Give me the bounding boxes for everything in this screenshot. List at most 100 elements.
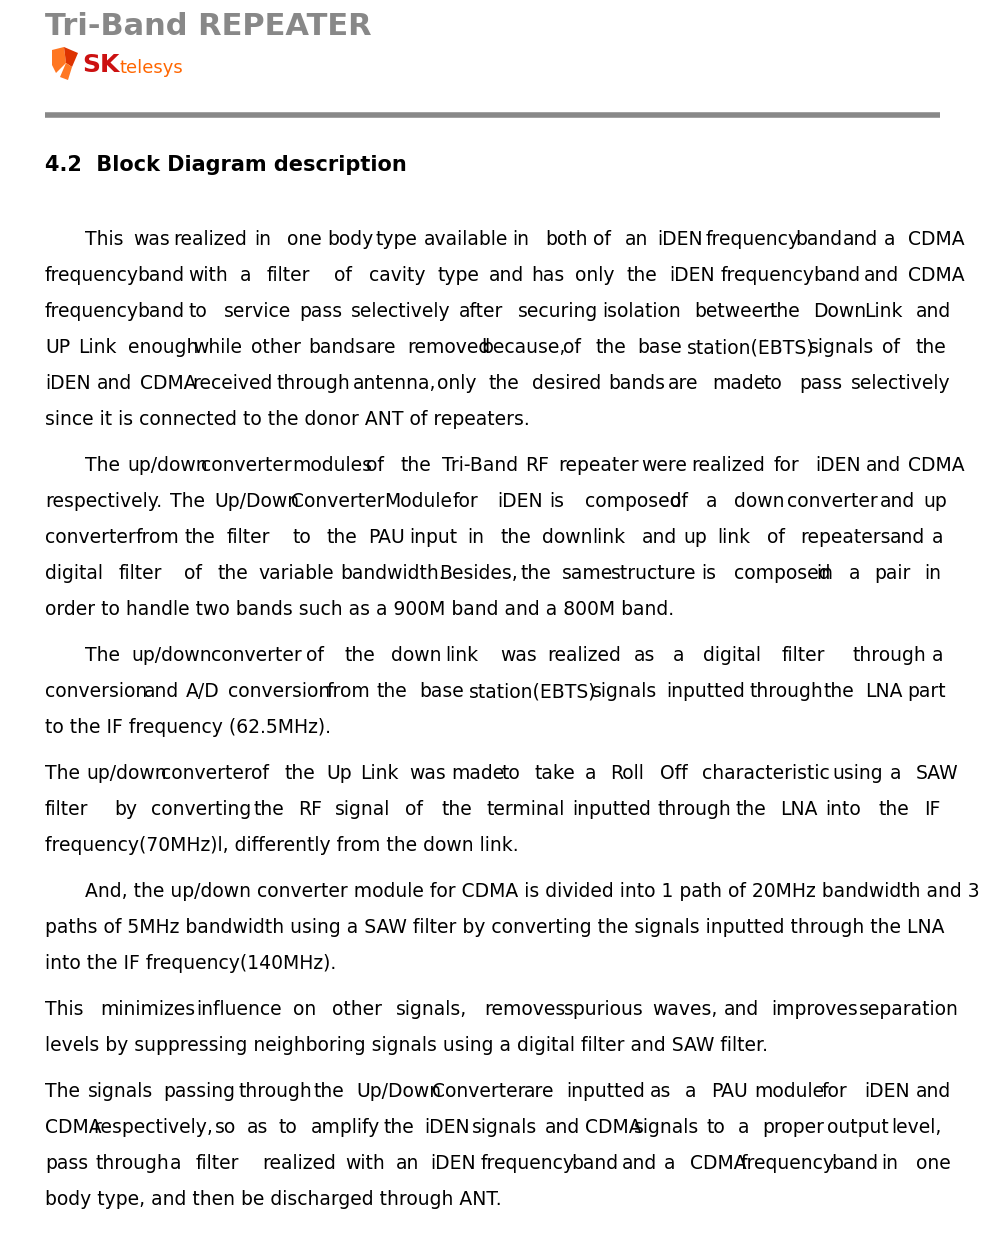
Text: to the IF frequency (62.5MHz).: to the IF frequency (62.5MHz).: [45, 718, 331, 736]
Text: The: The: [45, 764, 80, 782]
Text: through: through: [239, 1082, 313, 1101]
Text: up/down: up/down: [87, 764, 167, 782]
Text: the: the: [916, 338, 947, 357]
Text: signals: signals: [472, 1118, 538, 1137]
Text: paths of 5MHz bandwidth using a SAW filter by converting the signals inputted th: paths of 5MHz bandwidth using a SAW filt…: [45, 918, 945, 937]
Text: repeaters: repeaters: [800, 527, 891, 547]
Text: filter: filter: [119, 564, 162, 583]
Text: of: of: [593, 230, 611, 249]
Text: module: module: [755, 1082, 825, 1101]
Text: conversion: conversion: [45, 682, 147, 702]
Text: IF: IF: [924, 800, 940, 819]
Text: the: the: [326, 527, 357, 547]
Text: Link: Link: [79, 338, 117, 357]
Text: waves,: waves,: [652, 1000, 718, 1019]
Text: realized: realized: [691, 457, 765, 475]
Text: into the IF frequency(140MHz).: into the IF frequency(140MHz).: [45, 954, 336, 973]
Text: of: of: [334, 266, 352, 285]
Text: proper: proper: [762, 1118, 825, 1137]
Text: realized: realized: [262, 1154, 336, 1173]
Text: and: and: [843, 230, 879, 249]
Text: Roll: Roll: [610, 764, 644, 782]
Text: filter: filter: [226, 527, 270, 547]
Text: link: link: [717, 527, 750, 547]
Text: station(EBTS): station(EBTS): [686, 338, 814, 357]
Text: pass: pass: [799, 374, 842, 393]
Text: an: an: [625, 230, 649, 249]
Text: and: and: [489, 266, 524, 285]
Text: Off: Off: [660, 764, 687, 782]
Text: received: received: [193, 374, 272, 393]
Text: input: input: [409, 527, 457, 547]
Text: of: of: [670, 491, 688, 511]
Text: the: the: [285, 764, 316, 782]
Text: iDEN: iDEN: [658, 230, 703, 249]
Text: through: through: [853, 646, 927, 666]
Text: PAU: PAU: [368, 527, 404, 547]
Text: down: down: [734, 491, 784, 511]
Text: by: by: [114, 800, 138, 819]
Text: service: service: [223, 302, 291, 321]
Text: up: up: [924, 491, 948, 511]
Text: body type, and then be discharged through ANT.: body type, and then be discharged throug…: [45, 1191, 501, 1209]
Text: from: from: [136, 527, 179, 547]
Text: improves: improves: [771, 1000, 858, 1019]
Text: the: the: [217, 564, 249, 583]
Text: iDEN: iDEN: [816, 457, 861, 475]
Text: level,: level,: [892, 1118, 942, 1137]
Text: LNA: LNA: [866, 682, 903, 702]
Text: was: was: [500, 646, 537, 666]
Text: in: in: [467, 527, 484, 547]
Text: minimizes: minimizes: [100, 1000, 196, 1019]
Text: has: has: [532, 266, 565, 285]
Text: digital: digital: [703, 646, 761, 666]
Text: the: the: [400, 457, 431, 475]
Text: selectively: selectively: [851, 374, 951, 393]
Text: the: the: [383, 1118, 415, 1137]
Text: to: to: [501, 764, 520, 782]
Text: after: after: [459, 302, 503, 321]
Text: iDEN: iDEN: [430, 1154, 476, 1173]
Text: for: for: [452, 491, 479, 511]
Text: band: band: [795, 230, 842, 249]
Text: signals: signals: [809, 338, 874, 357]
Text: inputted: inputted: [666, 682, 745, 702]
Text: converter: converter: [786, 491, 878, 511]
Text: realized: realized: [174, 230, 248, 249]
Text: using: using: [833, 764, 883, 782]
Text: This: This: [45, 1000, 84, 1019]
Text: band: band: [832, 1154, 878, 1173]
Text: of: of: [562, 338, 580, 357]
Text: The: The: [170, 491, 205, 511]
Text: band: band: [137, 266, 184, 285]
Text: take: take: [535, 764, 575, 782]
Text: frequency: frequency: [706, 230, 800, 249]
Text: base: base: [419, 682, 464, 702]
Text: Besides,: Besides,: [438, 564, 517, 583]
Text: the: the: [879, 800, 909, 819]
Text: inputted: inputted: [566, 1082, 646, 1101]
Text: and: and: [916, 302, 951, 321]
Text: for: for: [822, 1082, 847, 1101]
Text: Converter: Converter: [291, 491, 384, 511]
Text: because,: because,: [481, 338, 565, 357]
Text: converter: converter: [202, 457, 292, 475]
Text: This: This: [85, 230, 124, 249]
Text: as: as: [650, 1082, 671, 1101]
Text: signals: signals: [87, 1082, 153, 1101]
Text: passing: passing: [163, 1082, 235, 1101]
Text: CDMA: CDMA: [690, 1154, 746, 1173]
Text: conversion: conversion: [228, 682, 330, 702]
Text: in: in: [924, 564, 941, 583]
Text: UP: UP: [45, 338, 70, 357]
Text: up/down: up/down: [132, 646, 212, 666]
Text: and: and: [621, 1154, 657, 1173]
Text: frequency: frequency: [740, 1154, 835, 1173]
Text: and: and: [545, 1118, 580, 1137]
Text: iDEN: iDEN: [424, 1118, 470, 1137]
Text: a: a: [849, 564, 861, 583]
Text: frequency(70MHz)l, differently from the down link.: frequency(70MHz)l, differently from the …: [45, 836, 519, 855]
Text: The: The: [45, 1082, 80, 1101]
Text: Link: Link: [864, 302, 902, 321]
Text: of: of: [251, 764, 269, 782]
